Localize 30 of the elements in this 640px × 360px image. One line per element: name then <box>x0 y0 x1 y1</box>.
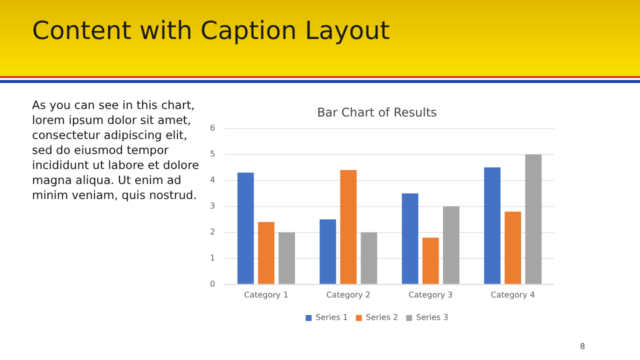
bar <box>484 167 501 284</box>
y-tick-label: 6 <box>210 123 216 132</box>
text: As you can see in this chart, lorem ipsum dolor sit amet, consectetur adipiscing elit, sed do eiusmod tempor incididunt ut labore et dolore magna aliqua. Ut enim ad minim veniam, quis nostrud. <box>32 98 200 203</box>
bar <box>320 219 336 284</box>
y-tick-label: 3 <box>210 201 216 210</box>
bar <box>525 154 542 284</box>
x-tick-label: Category 4 <box>490 290 535 300</box>
legend-label: Series 2 <box>366 313 398 322</box>
bar <box>340 170 357 284</box>
legend-label: Series 1 <box>316 313 348 322</box>
x-tick-label: Category 1 <box>244 290 288 300</box>
y-tick-label: 5 <box>210 149 216 158</box>
bar <box>258 222 274 284</box>
legend-label: Series 3 <box>416 313 448 322</box>
bar <box>278 232 295 284</box>
y-tick-label: 1 <box>210 253 216 262</box>
y-tick-label: 4 <box>210 175 216 184</box>
bar <box>442 206 460 284</box>
bar <box>237 172 254 284</box>
text: Content with Caption Layout <box>32 16 390 45</box>
bar <box>360 232 378 284</box>
bar <box>504 212 522 284</box>
text: 8 <box>580 342 586 351</box>
x-tick-label: Category 2 <box>326 290 371 300</box>
x-tick-label: Category 3 <box>408 290 453 300</box>
y-tick-label: 2 <box>210 227 216 236</box>
bar <box>422 238 439 284</box>
chart-title: Bar Chart of Results <box>317 105 437 120</box>
y-tick-label: 0 <box>210 279 216 288</box>
bar <box>402 193 418 284</box>
